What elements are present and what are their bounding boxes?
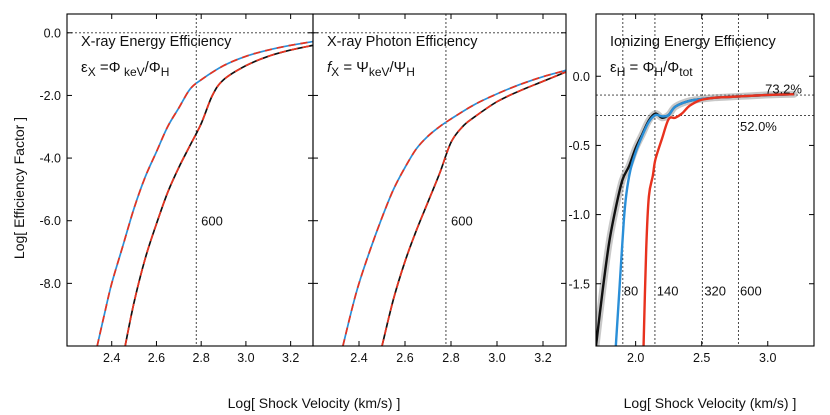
formula-part: f	[327, 59, 333, 76]
series-line-lower-red	[124, 44, 313, 346]
x-tick-label: 2.0	[627, 351, 644, 365]
formula-part: X	[331, 65, 339, 79]
y-tick-label: -2.0	[39, 89, 61, 103]
series-line-lower-red	[381, 71, 566, 346]
formula-part: H	[161, 65, 170, 79]
formula-part: /Φ	[145, 59, 161, 76]
series-line-lower-black	[124, 44, 313, 346]
series-line-upper-blue	[96, 40, 313, 346]
formula-part: H	[654, 65, 663, 79]
formula-part: ε	[81, 59, 88, 76]
formula-part: ε	[610, 59, 617, 76]
x-tick-label: 2.4	[103, 351, 120, 365]
x-tick-label: 2.5	[693, 351, 710, 365]
panel-frame	[312, 13, 567, 347]
y-tick-label: -1.5	[568, 277, 590, 291]
series-line-red	[642, 93, 795, 346]
annotation-label: 600	[201, 214, 223, 229]
y-axis-label: Log[ Efficiency Factor ]	[11, 117, 27, 259]
formula-part: = Φ	[625, 59, 654, 76]
y-tick-label: -6.0	[39, 214, 61, 228]
formula-part: =Φ	[96, 59, 121, 76]
annotation-label: 140	[657, 284, 679, 299]
x-tick-label: 2.6	[396, 351, 413, 365]
x-axis-label-left: Log[ Shock Velocity (km/s) ]	[228, 395, 401, 411]
x-tick-label: 2.6	[148, 351, 165, 365]
x-axis-label-right: Log[ Shock Velocity (km/s) ]	[624, 395, 797, 411]
x-tick-label: 3.0	[237, 351, 254, 365]
annotation-label: 80	[624, 284, 638, 299]
panel-title: X-ray Energy Efficiency	[81, 34, 232, 50]
series-line-upper-red	[96, 40, 313, 346]
y-tick-label: -1.0	[568, 208, 590, 222]
x-tick-label: 3.0	[759, 351, 776, 365]
formula-part: keV	[121, 65, 145, 79]
panel-formula: εH = ΦH/Φtot	[610, 59, 693, 79]
panel-formula: εX =Φ keV/ΦH	[81, 59, 169, 79]
x-tick-label: 3.2	[534, 351, 551, 365]
panel-title: X-ray Photon Efficiency	[327, 34, 478, 50]
x-tick-label: 2.8	[442, 351, 459, 365]
panel-1: 2.4 2.6 2.8 3.0 3.2 0.0 -2.0 -4.0 -6.0 -8.0 600 X-r…	[39, 13, 314, 365]
annotation-label: 600	[451, 214, 473, 229]
formula-part: /Ψ	[390, 59, 407, 76]
annotation-label: 320	[704, 284, 726, 299]
annotation-label: 600	[740, 284, 762, 299]
formula-part: tot	[679, 65, 693, 79]
annotation-label: 73.2%	[765, 82, 802, 97]
series-line-upper-red	[342, 69, 566, 346]
series-line-lower-black	[381, 71, 566, 346]
panel-2: 2.4 2.6 2.8 3.0 3.2 600 X-ray Photon Efficienc…	[312, 13, 567, 365]
panel-formula: fX = ΨkeV/ΨH	[327, 59, 415, 79]
x-tick-label: 3.0	[488, 351, 505, 365]
panel-frame	[595, 13, 815, 347]
y-tick-label: 0.0	[573, 70, 590, 84]
y-tick-label: -0.5	[568, 139, 590, 153]
formula-part: H	[406, 65, 415, 79]
formula-part: X	[88, 65, 96, 79]
panel-title: Ionizing Energy Efficiency	[610, 34, 777, 50]
formula-part: keV	[369, 65, 390, 79]
annotation-label: 52.0%	[740, 119, 777, 134]
x-tick-label: 2.8	[192, 351, 209, 365]
y-tick-label: -4.0	[39, 152, 61, 166]
y-tick-label: 0.0	[44, 26, 61, 40]
y-tick-label: -8.0	[39, 277, 61, 291]
formula-part: = Ψ	[339, 59, 369, 76]
formula-part: H	[617, 65, 626, 79]
series-line-upper-blue	[342, 69, 566, 346]
x-tick-label: 3.2	[282, 351, 299, 365]
x-tick-label: 2.4	[350, 351, 367, 365]
formula-part: /Φ	[663, 59, 679, 76]
panel-3: 2.0 2.5 3.0 0.0 -0.5 -1.0 -1.5 80 140 320 600 73.2%…	[568, 13, 815, 365]
